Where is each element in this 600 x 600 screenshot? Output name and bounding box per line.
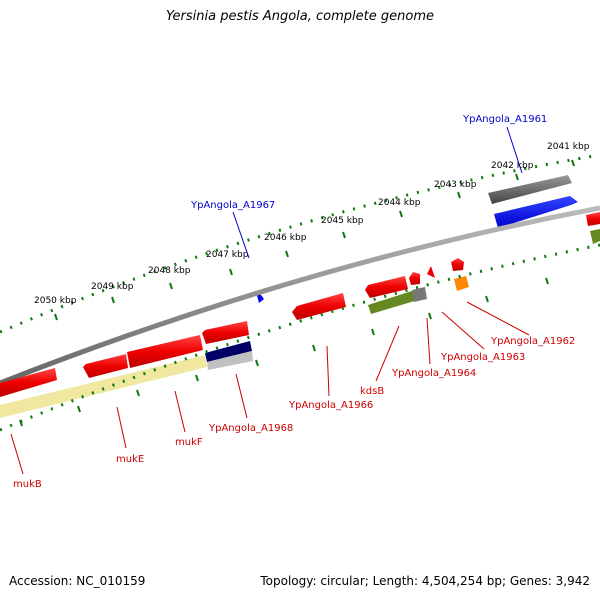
outer-ruler-arc: [0, 153, 600, 334]
gene-label-YpAngola_A1964[interactable]: YpAngola_A1964: [391, 368, 476, 379]
genome-backbone: [0, 205, 600, 386]
feature-YpAngola_A1968[interactable]: [202, 321, 249, 344]
genome-title: Yersinia pestis Angola, complete genome: [166, 9, 434, 24]
gene-label-kdsB[interactable]: kdsB: [360, 386, 384, 397]
feature-olive-right[interactable]: [590, 229, 600, 244]
ruler-label: 2041 kbp: [547, 142, 590, 152]
feature-red-small-1[interactable]: [409, 272, 420, 285]
feature-YpAngola_A1963[interactable]: [427, 266, 435, 278]
gene-label-mukB[interactable]: mukB: [13, 479, 42, 490]
feature-pale-gray[interactable]: [207, 351, 253, 370]
ruler-label: 2044 kbp: [378, 198, 421, 208]
inner-ruler-major-ticks: [19, 277, 549, 427]
feature-olive[interactable]: [368, 290, 418, 314]
ruler-label: 2050 kbp: [34, 296, 77, 306]
gene-label-YpAngola_A1967[interactable]: YpAngola_A1967: [190, 200, 275, 211]
feature-YpAngola_A1966[interactable]: [292, 293, 346, 320]
ruler-label: 2045 kbp: [321, 216, 364, 226]
feature-orange[interactable]: [454, 276, 469, 291]
lower-gene-labels: YpAngola_A1962 YpAngola_A1963 YpAngola_A…: [13, 336, 575, 490]
upper-leader-lines: [232, 126, 523, 259]
outer-ruler-major-ticks: [54, 159, 575, 321]
gene-label-mukF[interactable]: mukF: [175, 437, 203, 448]
ruler-label: 2046 kbp: [264, 233, 307, 243]
feature-mukF[interactable]: [127, 335, 203, 368]
gene-label-YpAngola_A1962[interactable]: YpAngola_A1962: [490, 336, 575, 347]
feature-mukE[interactable]: [83, 354, 128, 378]
ruler-label: 2049 kbp: [91, 282, 134, 292]
lower-leader-lines: [10, 301, 530, 475]
feature-olive-gray[interactable]: [412, 287, 427, 302]
gene-label-YpAngola_A1963[interactable]: YpAngola_A1963: [440, 352, 525, 363]
ruler-labels: 2041 kbp 2042 kbp 2043 kbp 2044 kbp 2045…: [34, 142, 590, 306]
feature-red-right[interactable]: [586, 212, 600, 226]
gene-label-YpAngola_A1961[interactable]: YpAngola_A1961: [462, 114, 547, 125]
ruler-label: 2048 kbp: [148, 266, 191, 276]
feature-YpAngola_A1961[interactable]: [488, 175, 572, 204]
ruler-label: 2047 kbp: [206, 250, 249, 260]
upper-gene-labels: YpAngola_A1961 YpAngola_A1967: [190, 114, 547, 211]
feature-blue-gene[interactable]: [494, 196, 578, 228]
feature-mukB[interactable]: [0, 368, 57, 397]
topology-text: Topology: circular; Length: 4,504,254 bp…: [260, 574, 590, 588]
ruler-label: 2043 kbp: [434, 180, 477, 190]
inner-ruler-arc: [0, 243, 600, 432]
accession-text: Accession: NC_010159: [9, 574, 146, 588]
gene-label-YpAngola_A1968[interactable]: YpAngola_A1968: [208, 423, 293, 434]
gene-label-mukE[interactable]: mukE: [116, 454, 144, 465]
gene-label-YpAngola_A1966[interactable]: YpAngola_A1966: [288, 400, 373, 411]
ruler-label: 2042 kbp: [491, 161, 534, 171]
feature-kdsB[interactable]: [365, 276, 408, 298]
feature-navy[interactable]: [205, 341, 252, 362]
feature-YpAngola_A1962[interactable]: [451, 258, 464, 271]
